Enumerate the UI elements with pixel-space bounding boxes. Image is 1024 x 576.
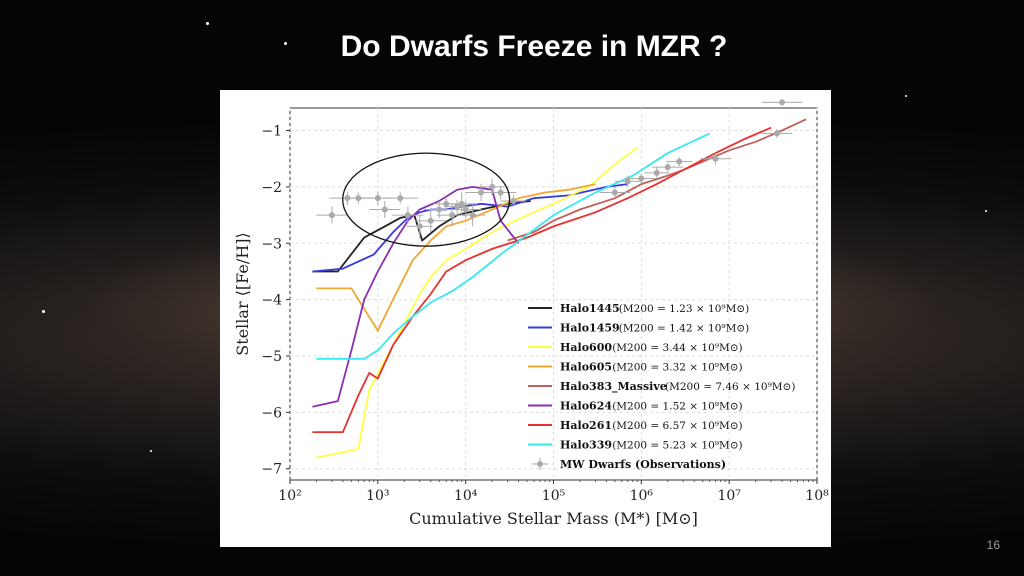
y-tick-label: −6 (261, 405, 282, 421)
legend-label: Halo1459 (560, 322, 620, 335)
obs-point (397, 195, 404, 202)
legend-obs-marker (537, 461, 543, 467)
obs-point (374, 195, 381, 202)
legend-label: Halo600 (560, 341, 612, 354)
star (206, 22, 209, 25)
obs-point (355, 195, 362, 202)
obs-point (510, 198, 517, 204)
legend-label: Halo605 (560, 361, 612, 374)
obs-point (381, 206, 388, 213)
obs-point (328, 212, 335, 219)
y-tick-label: −1 (261, 124, 282, 140)
page-number: 16 (986, 538, 1000, 552)
series-line-halo600 (316, 146, 638, 459)
legend-label: Halo339 (560, 439, 612, 452)
legend-mass-note: (M200 = 1.52 × 10⁹M⊙) (612, 401, 742, 413)
obs-point (779, 99, 786, 106)
star (905, 95, 907, 97)
y-tick-label: −7 (261, 462, 282, 478)
series-line-halo605 (316, 183, 596, 333)
obs-point (624, 178, 631, 185)
x-tick-label: 10⁶ (630, 488, 654, 504)
title-box: Do Dwarfs Freeze in MZR ? (310, 8, 758, 88)
slide-title: Do Dwarfs Freeze in MZR ? (340, 30, 728, 63)
x-tick-label: 10⁴ (454, 488, 478, 504)
mzr-chart: 10² 10³ 10⁴ 10⁵ 10⁶ 10⁷ 10⁸ −1 −2 −3 −4 −5 −6 −7 Cumul… (233, 99, 829, 528)
obs-point (489, 183, 496, 190)
y-tick-label: −3 (261, 236, 282, 252)
legend-mass-note: (M200 = 1.23 × 10⁹M⊙) (619, 303, 749, 315)
star (150, 450, 152, 452)
y-tick-label: −4 (261, 293, 282, 309)
x-tick-label: 10² (278, 488, 301, 504)
legend-mass-note: (M200 = 3.32 × 10⁹M⊙) (612, 362, 742, 374)
x-tick-label: 10⁸ (805, 488, 829, 504)
obs-point (611, 189, 618, 196)
legend-mass-note: (M200 = 5.23 × 10⁹M⊙) (612, 440, 742, 452)
obs-point (427, 217, 434, 224)
obs-point (478, 189, 485, 196)
y-tick-label: −5 (261, 349, 282, 365)
obs-point (462, 206, 469, 213)
x-axis-label: Cumulative Stellar Mass (M*) [M⊙] (409, 509, 698, 528)
obs-point (712, 155, 719, 162)
obs-point (664, 164, 671, 171)
obs-point (469, 212, 476, 219)
legend-label: Halo624 (560, 400, 612, 413)
legend-label: MW Dwarfs (Observations) (560, 458, 726, 471)
legend-mass-note: (M200 = 3.44 × 10⁹M⊙) (612, 342, 742, 354)
annotation-ellipse (342, 152, 511, 247)
obs-point (404, 212, 411, 219)
obs-point (449, 212, 456, 219)
series-line-halo261 (312, 126, 772, 434)
legend-label: Halo1445 (560, 302, 620, 315)
obs-point (497, 189, 504, 196)
legend-label: Halo383_Massive (560, 380, 667, 394)
legend-mass-note: (M200 = 7.46 × 10⁹M⊙) (665, 381, 795, 393)
obs-point (653, 169, 660, 176)
legend-mass-note: (M200 = 1.42 × 10⁹M⊙) (619, 323, 749, 335)
obs-point (436, 206, 443, 213)
star (42, 310, 45, 313)
y-tick-label: −2 (261, 180, 282, 196)
legend-label: Halo261 (560, 419, 612, 432)
obs-point (638, 175, 645, 182)
obs-point (416, 223, 423, 230)
series-line-halo383_massive (507, 118, 807, 242)
obs-point (773, 130, 780, 137)
obs-point (676, 158, 683, 165)
x-tick-label: 10³ (366, 488, 389, 504)
x-tick-label: 10⁵ (542, 488, 566, 504)
obs-point (458, 200, 465, 207)
x-tick-label: 10⁷ (717, 488, 741, 504)
obs-point (454, 203, 461, 210)
star (284, 42, 287, 45)
y-axis-label: Stellar ⟨[Fe/H]⟩ (233, 232, 252, 355)
legend-mass-note: (M200 = 6.57 × 10⁹M⊙) (612, 420, 742, 432)
chart-panel: 10² 10³ 10⁴ 10⁵ 10⁶ 10⁷ 10⁸ −1 −2 −3 −4 −5 −6 −7 Cumul… (220, 90, 831, 547)
star (985, 210, 987, 212)
